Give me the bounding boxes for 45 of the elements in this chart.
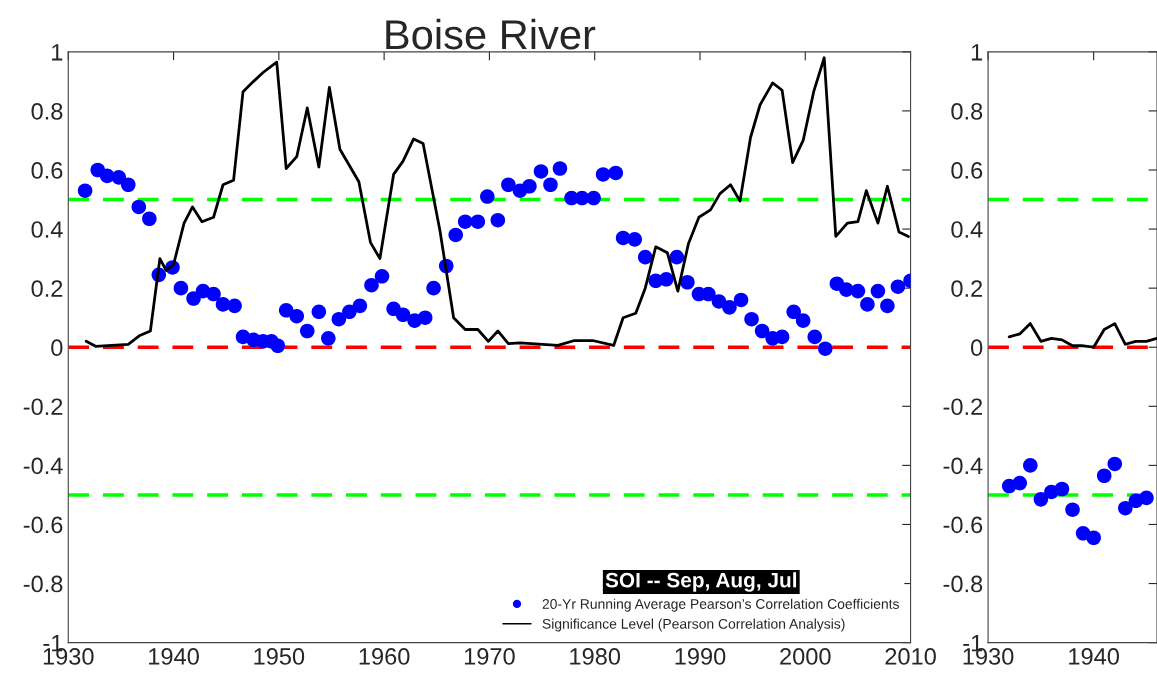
x-tick-label: 2010 — [885, 648, 936, 665]
y-tick-label: 1 — [52, 44, 63, 61]
y-tick-label: -0.8 — [23, 575, 63, 593]
y-tick-label: 0 — [51, 339, 63, 357]
line-series — [1007, 322, 1157, 349]
y-tick-label: 0 — [971, 339, 983, 357]
x-tick-label: 1940 — [1069, 648, 1119, 665]
y-tick-label: -0.2 — [943, 398, 983, 416]
point — [1096, 468, 1112, 484]
point — [1065, 502, 1080, 517]
y-tick-label: 0.2 — [31, 280, 63, 297]
x-tick-label: 2000 — [780, 648, 831, 665]
chart-title: Boise River — [386, 18, 596, 50]
y-tick-label: 0.2 — [951, 280, 983, 297]
point — [1139, 490, 1154, 506]
x-tick-label: 1990 — [675, 648, 726, 665]
y-tick-label: -0.2 — [23, 398, 63, 416]
x-tick-label: 1980 — [570, 648, 621, 665]
legend-label: Significance Level (Pearson Correlation Analysis) — [542, 618, 845, 632]
x-tick-label: 1940 — [149, 648, 199, 665]
y-tick-label: 0.4 — [31, 221, 63, 238]
x-tick-label: 1970 — [464, 648, 515, 665]
y-tick-label: 1 — [971, 44, 983, 61]
point — [1086, 530, 1101, 546]
y-tick-label: -0.4 — [943, 457, 983, 475]
point — [1023, 458, 1038, 473]
point — [1012, 475, 1028, 491]
point — [1054, 481, 1070, 497]
legend-title: SOI -- Sep, Aug, Jul — [605, 572, 797, 592]
y-tick-label: -0.6 — [943, 516, 983, 534]
y-tick-label: -0.8 — [943, 575, 983, 593]
y-tick-label: 0.6 — [31, 162, 63, 179]
y-tick-label: 0.8 — [951, 102, 983, 120]
point — [1033, 492, 1049, 507]
y-tick-label: -0.4 — [23, 457, 63, 475]
y-tick-label: 0.6 — [951, 162, 983, 179]
x-tick-label: 1960 — [359, 648, 410, 665]
point — [1107, 456, 1123, 472]
point — [1118, 500, 1133, 516]
line-series — [84, 56, 910, 348]
y-tick-label: -0.6 — [23, 516, 63, 534]
legend-label: 20-Yr Running Average Pearson’s Correlation Coefficients — [542, 598, 899, 612]
y-tick-label: 0.4 — [951, 221, 983, 238]
y-tick-label: 0.8 — [31, 102, 63, 120]
x-tick-label: 1950 — [254, 648, 305, 665]
